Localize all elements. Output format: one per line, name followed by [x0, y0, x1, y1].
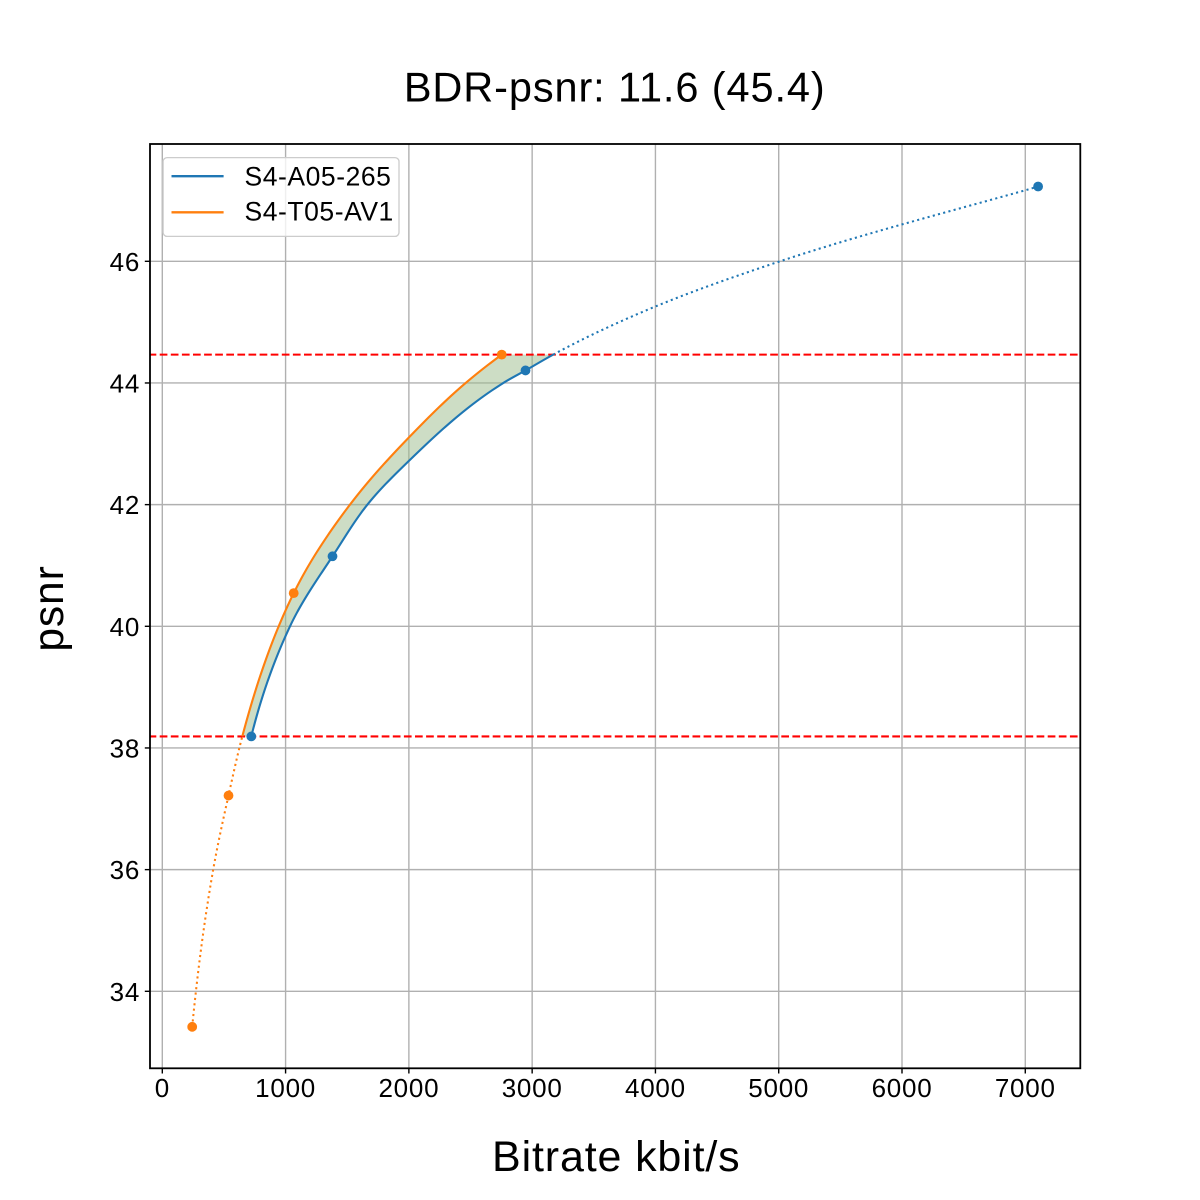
svg-text:S4-A05-265: S4-A05-265	[245, 162, 392, 192]
svg-text:34: 34	[110, 977, 140, 1007]
svg-text:BDR-psnr: 11.6 (45.4): BDR-psnr: 11.6 (45.4)	[404, 64, 826, 111]
svg-text:4000: 4000	[625, 1073, 686, 1103]
svg-text:7000: 7000	[995, 1073, 1056, 1103]
svg-text:psnr: psnr	[26, 565, 73, 651]
svg-text:3000: 3000	[502, 1073, 563, 1103]
svg-text:2000: 2000	[378, 1073, 439, 1103]
svg-text:0: 0	[155, 1073, 170, 1103]
svg-text:5000: 5000	[748, 1073, 809, 1103]
svg-text:Bitrate kbit/s: Bitrate kbit/s	[492, 1133, 740, 1181]
svg-text:38: 38	[110, 733, 140, 763]
svg-text:6000: 6000	[872, 1073, 933, 1103]
svg-text:36: 36	[110, 855, 140, 885]
svg-text:1000: 1000	[255, 1073, 316, 1103]
svg-text:42: 42	[110, 490, 140, 520]
svg-text:46: 46	[110, 247, 140, 277]
svg-text:40: 40	[110, 612, 140, 642]
svg-text:44: 44	[110, 368, 140, 398]
svg-text:S4-T05-AV1: S4-T05-AV1	[245, 197, 394, 227]
